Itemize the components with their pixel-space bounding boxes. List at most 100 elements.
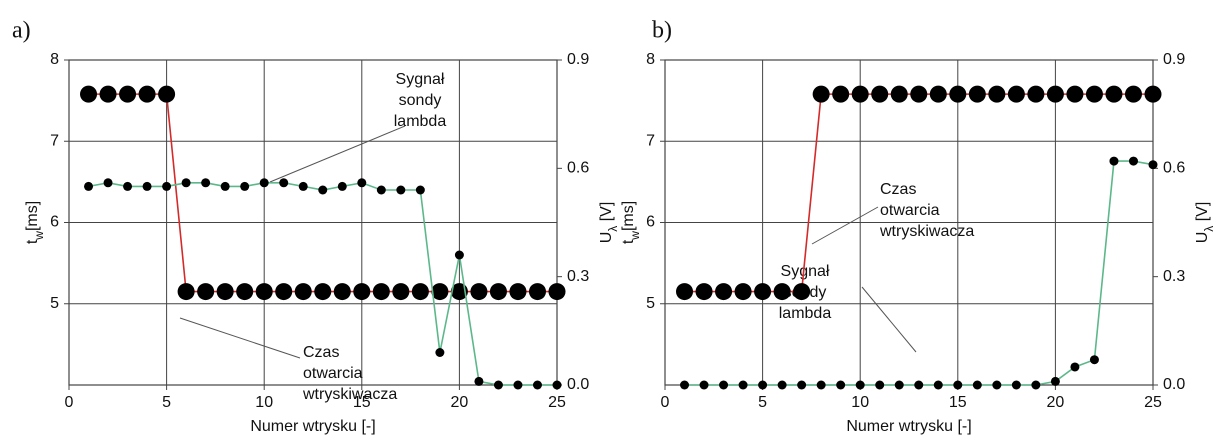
y-axis-label: tw[ms] bbox=[620, 201, 642, 244]
x-tick-label: 25 bbox=[1144, 394, 1162, 411]
y2-axis-label-part: [V] bbox=[598, 202, 615, 226]
y-axis-label-part: t bbox=[620, 239, 637, 244]
small-marker bbox=[1031, 380, 1041, 390]
small-marker bbox=[758, 380, 768, 390]
small-marker bbox=[396, 185, 406, 195]
annotation-text: wtryskiwacza bbox=[879, 223, 974, 240]
small-marker bbox=[415, 185, 425, 195]
plot-frame bbox=[68, 59, 558, 386]
large-marker bbox=[1046, 85, 1064, 103]
large-marker bbox=[411, 283, 429, 301]
small-marker bbox=[532, 380, 542, 390]
small-marker bbox=[1050, 376, 1060, 386]
large-marker bbox=[773, 283, 791, 301]
annotation-leader bbox=[811, 206, 879, 245]
large-marker bbox=[372, 283, 390, 301]
large-marker bbox=[236, 283, 254, 301]
large-marker bbox=[676, 283, 694, 301]
large-marker bbox=[949, 85, 967, 103]
small-marker bbox=[1109, 156, 1119, 166]
panel-label: b) bbox=[652, 18, 672, 44]
x-tick-label: 25 bbox=[548, 394, 566, 411]
large-marker bbox=[1085, 85, 1103, 103]
annotation-leader bbox=[861, 286, 917, 353]
large-marker bbox=[255, 283, 273, 301]
large-marker bbox=[392, 283, 410, 301]
x-tick-label: 0 bbox=[661, 394, 670, 411]
y-axis-label-part: t bbox=[24, 239, 41, 244]
large-marker bbox=[431, 283, 449, 301]
y2-axis-label-part: U bbox=[1194, 232, 1211, 244]
x-tick-label: 10 bbox=[255, 394, 273, 411]
large-marker bbox=[197, 283, 215, 301]
small-marker bbox=[680, 380, 690, 390]
annotation-text: lambda bbox=[779, 305, 832, 322]
large-marker bbox=[832, 85, 850, 103]
series-line bbox=[684, 160, 1154, 386]
large-marker bbox=[793, 283, 811, 301]
series-line bbox=[684, 93, 1153, 293]
small-marker bbox=[1070, 362, 1080, 372]
small-marker bbox=[240, 181, 250, 191]
small-marker bbox=[777, 380, 787, 390]
large-marker bbox=[138, 85, 156, 103]
large-marker bbox=[275, 283, 293, 301]
small-marker bbox=[992, 380, 1002, 390]
small-marker bbox=[797, 380, 807, 390]
x-tick-label: 15 bbox=[353, 394, 371, 411]
small-marker bbox=[357, 178, 367, 188]
large-marker bbox=[314, 283, 332, 301]
large-marker bbox=[812, 85, 830, 103]
small-marker bbox=[894, 380, 904, 390]
small-marker bbox=[279, 178, 289, 188]
large-marker bbox=[177, 283, 195, 301]
small-marker bbox=[142, 181, 152, 191]
x-tick-label: 20 bbox=[1047, 394, 1065, 411]
y-tick-label: 6 bbox=[646, 214, 655, 231]
y-axis-label-part: [ms] bbox=[24, 201, 41, 231]
annotation-text: wtryskiwacza bbox=[302, 386, 397, 403]
x-tick-label: 10 bbox=[851, 394, 869, 411]
large-marker bbox=[851, 85, 869, 103]
large-marker bbox=[509, 283, 527, 301]
annotation-text: lambda bbox=[394, 113, 447, 130]
annotation-text: sondy bbox=[399, 92, 442, 109]
large-marker bbox=[548, 283, 566, 301]
small-marker bbox=[855, 380, 865, 390]
y2-tick-label: 0.0 bbox=[567, 376, 589, 393]
small-marker bbox=[914, 380, 924, 390]
y-tick-label: 7 bbox=[646, 132, 655, 149]
small-marker bbox=[933, 380, 943, 390]
small-marker bbox=[816, 380, 826, 390]
y2-tick-label: 0.9 bbox=[1163, 51, 1185, 68]
large-marker bbox=[470, 283, 488, 301]
y-tick-label: 8 bbox=[646, 51, 655, 68]
large-marker bbox=[968, 85, 986, 103]
y2-tick-label: 0.3 bbox=[567, 268, 589, 285]
large-marker bbox=[890, 85, 908, 103]
small-marker bbox=[972, 380, 982, 390]
y-tick-label: 7 bbox=[50, 132, 59, 149]
y-axis-label-part: [ms] bbox=[620, 201, 637, 231]
small-marker bbox=[552, 380, 562, 390]
small-marker bbox=[181, 178, 191, 188]
large-marker bbox=[80, 85, 98, 103]
annotation-text: Sygnał bbox=[396, 71, 445, 88]
y2-axis-label-part: λ bbox=[606, 226, 620, 232]
y2-axis-label-part: U bbox=[598, 232, 615, 244]
large-marker bbox=[294, 283, 312, 301]
small-marker bbox=[376, 185, 386, 195]
large-marker bbox=[695, 283, 713, 301]
y2-tick-label: 0.6 bbox=[1163, 160, 1185, 177]
y2-tick-label: 0.0 bbox=[1163, 376, 1185, 393]
y2-axis-label: Uλ [V] bbox=[598, 202, 620, 244]
large-marker bbox=[988, 85, 1006, 103]
large-marker bbox=[754, 283, 772, 301]
small-marker bbox=[123, 181, 133, 191]
y-tick-label: 6 bbox=[50, 214, 59, 231]
large-marker bbox=[353, 283, 371, 301]
small-marker bbox=[719, 380, 729, 390]
small-marker bbox=[259, 178, 269, 188]
